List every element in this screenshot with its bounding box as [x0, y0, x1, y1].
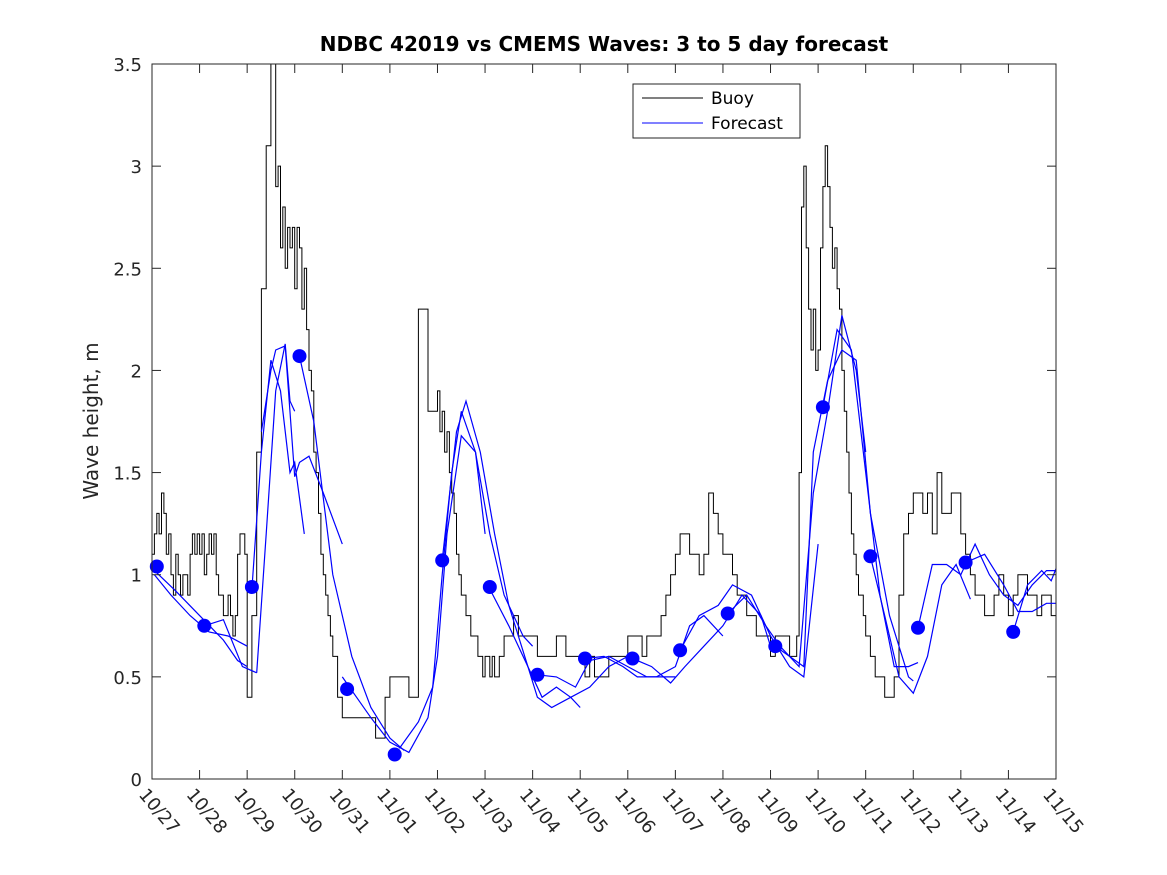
forecast-marker — [911, 620, 925, 635]
buoy-line — [152, 63, 1057, 739]
forecast-line-4 — [260, 345, 343, 545]
forecast-line-19 — [917, 542, 1056, 628]
y-tick-label: 3 — [131, 157, 142, 178]
forecast-line-7 — [341, 434, 486, 754]
forecast-marker — [292, 349, 307, 364]
x-tick-label: 10/28 — [182, 785, 231, 838]
y-tick-label: 2.5 — [113, 259, 142, 280]
forecast-line-12 — [584, 614, 724, 678]
x-tick-label: 11/13 — [943, 785, 992, 838]
forecast-line-10 — [489, 588, 629, 709]
forecast-line-5 — [256, 343, 296, 673]
y-tick-label: 0.5 — [113, 668, 142, 689]
x-tick-label: 11/14 — [991, 785, 1040, 838]
x-tick-label: 11/08 — [705, 785, 754, 838]
x-tick-label: 11/02 — [420, 785, 469, 838]
forecast-line-15 — [727, 315, 867, 668]
x-tick-label: 10/30 — [277, 785, 326, 838]
y-axis-label: Wave height, m — [79, 342, 103, 499]
buoy-series — [152, 63, 1057, 739]
x-tick-label: 11/09 — [753, 785, 802, 838]
x-tick-label: 11/15 — [1038, 785, 1087, 838]
forecast-line-20 — [965, 553, 1056, 613]
legend-buoy-label: Buoy — [711, 89, 754, 109]
forecast-marker — [149, 559, 164, 574]
forecast-marker — [435, 553, 450, 568]
forecast-marker — [1006, 624, 1021, 639]
x-tick-label: 11/12 — [895, 785, 944, 838]
forecast-series — [153, 315, 1057, 754]
forecast-markers — [149, 349, 1021, 762]
plot-area — [152, 64, 1056, 779]
forecast-line-21 — [1012, 568, 1057, 633]
x-tick-label: 11/03 — [467, 785, 516, 838]
x-tick-label: 11/06 — [610, 785, 659, 838]
y-axis: 0 0.5 1 1.5 2 2.5 3 3.5 — [113, 55, 1056, 791]
forecast-line-18 — [869, 556, 971, 695]
forecast-line-2 — [204, 618, 257, 674]
forecast-line-3 — [251, 360, 305, 590]
forecast-line-9 — [441, 398, 581, 708]
y-tick-label: 2 — [131, 361, 142, 382]
plot-frame — [151, 63, 1057, 780]
forecast-marker — [244, 580, 259, 594]
y-tick-label: 0 — [131, 770, 142, 791]
forecast-marker — [578, 651, 592, 666]
x-tick-label: 10/27 — [134, 785, 183, 838]
forecast-marker — [768, 639, 783, 654]
legend: Buoy Forecast — [632, 83, 801, 139]
x-tick-label: 11/11 — [848, 785, 897, 838]
forecast-line-16 — [774, 349, 914, 682]
x-tick-label: 11/04 — [515, 785, 564, 838]
x-tick-label: 10/31 — [324, 785, 373, 838]
forecast-marker — [958, 555, 973, 570]
forecast-marker — [340, 682, 355, 697]
x-tick-label: 11/01 — [372, 785, 421, 838]
forecast-marker — [530, 667, 545, 682]
forecast-line-14 — [679, 544, 819, 678]
x-tick-label: 10/29 — [229, 785, 278, 838]
forecast-marker — [815, 400, 830, 415]
x-tick-label: 11/07 — [658, 785, 707, 838]
forecast-marker — [863, 549, 878, 564]
y-tick-label: 1 — [131, 566, 142, 587]
x-tick-label: 11/05 — [562, 785, 611, 838]
y-tick-label: 1.5 — [113, 464, 142, 485]
forecast-marker — [482, 580, 497, 594]
forecast-line-1 — [153, 570, 248, 668]
forecast-marker — [197, 618, 212, 633]
chart-title: NDBC 42019 vs CMEMS Waves: 3 to 5 day fo… — [320, 32, 889, 56]
legend-box — [632, 83, 801, 139]
forecast-marker — [673, 643, 688, 658]
forecast-marker — [387, 747, 402, 762]
y-tick-label: 3.5 — [113, 55, 142, 76]
forecast-marker — [720, 606, 735, 621]
forecast-marker — [625, 651, 640, 666]
legend-forecast-label: Forecast — [711, 114, 783, 134]
x-tick-label: 11/10 — [800, 785, 849, 838]
forecast-line-17 — [822, 328, 919, 668]
forecast-line-6 — [298, 355, 405, 751]
